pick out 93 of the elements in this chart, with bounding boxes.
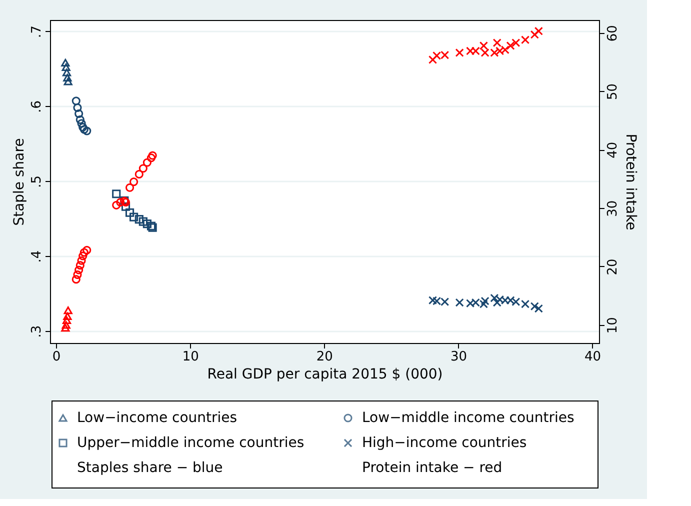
y-tick-label: .3: [30, 325, 44, 338]
point: [490, 294, 499, 302]
point: [82, 246, 92, 254]
point: [466, 298, 475, 308]
x-tick-label: 40: [584, 350, 602, 364]
point: [520, 300, 530, 308]
point: [130, 178, 138, 186]
point: [455, 48, 464, 57]
legend-label: Upper−middle income countries: [77, 435, 304, 451]
point: [142, 220, 152, 228]
point: [148, 151, 157, 160]
point: [530, 302, 539, 311]
point: [500, 296, 510, 305]
text: Protein intake − red: [362, 460, 502, 476]
point: [432, 296, 442, 306]
point: [134, 215, 144, 224]
y2-tick-label: 50: [606, 83, 620, 100]
x-tick-label: 20: [316, 350, 333, 364]
x-axis-title: Real GDP per capita 2015 $ (000): [207, 366, 443, 382]
y2-tick-label: 20: [606, 258, 620, 276]
point: [63, 312, 72, 320]
point: [80, 248, 88, 257]
point: [534, 304, 543, 313]
y-tick-label: .4: [30, 250, 44, 263]
point: [62, 68, 72, 76]
point: [512, 297, 520, 306]
point: [530, 30, 539, 39]
point: [121, 202, 130, 211]
legend-label: Low−middle income countries: [362, 410, 574, 426]
point: [74, 266, 84, 274]
legend-label: High−income countries: [362, 435, 527, 451]
point: [61, 58, 70, 67]
y-tick-label: .6: [30, 100, 44, 113]
point: [76, 115, 84, 124]
point: [471, 46, 480, 56]
point: [125, 183, 134, 192]
point: [500, 46, 510, 54]
x-tick-label: 30: [450, 350, 468, 364]
point: [64, 306, 72, 314]
point: [130, 212, 138, 222]
point: [77, 119, 86, 128]
point: [432, 51, 442, 60]
point: [72, 275, 80, 284]
point: [428, 296, 438, 305]
point: [466, 46, 475, 56]
point: [112, 200, 121, 210]
point: [74, 109, 84, 118]
point: [76, 261, 84, 270]
y2-tick-label: 10: [606, 317, 620, 334]
point: [125, 208, 134, 217]
text: Staples share − blue: [77, 460, 223, 476]
y2-axis-title: Protein intake: [622, 134, 638, 230]
point: [73, 270, 82, 279]
point: [62, 63, 70, 72]
x-tick-label: 0: [52, 350, 61, 364]
point: [62, 321, 70, 329]
point: [77, 256, 86, 265]
point: [78, 252, 88, 260]
point: [506, 41, 515, 50]
point: [64, 78, 72, 86]
point: [534, 26, 543, 36]
point: [112, 190, 121, 198]
y2-tick-label: 30: [606, 200, 620, 217]
x-tick-label: 10: [182, 350, 199, 364]
point: [455, 298, 464, 307]
point: [82, 126, 92, 136]
y-tick-label: .5: [30, 175, 44, 188]
point: [520, 36, 530, 44]
point: [142, 158, 152, 167]
point: [440, 50, 450, 60]
point: [138, 217, 148, 226]
y-tick-label: .7: [30, 26, 44, 38]
point: [480, 296, 490, 306]
point: [512, 38, 520, 48]
point: [471, 298, 480, 307]
legend-label: Low−income countries: [77, 410, 238, 426]
point: [72, 96, 80, 106]
point: [138, 164, 148, 173]
y-axis-title: Staple share: [12, 138, 28, 226]
point: [116, 198, 125, 207]
point: [61, 324, 70, 332]
point: [490, 48, 499, 57]
point: [134, 170, 144, 178]
point: [440, 297, 450, 306]
point: [73, 103, 82, 112]
y2-tick-label: 60: [606, 25, 620, 42]
y2-tick-label: 40: [606, 142, 620, 158]
point: [479, 300, 488, 308]
point: [428, 55, 438, 64]
point: [62, 316, 72, 324]
point: [146, 154, 156, 162]
point: [506, 296, 515, 305]
point: [63, 74, 72, 82]
